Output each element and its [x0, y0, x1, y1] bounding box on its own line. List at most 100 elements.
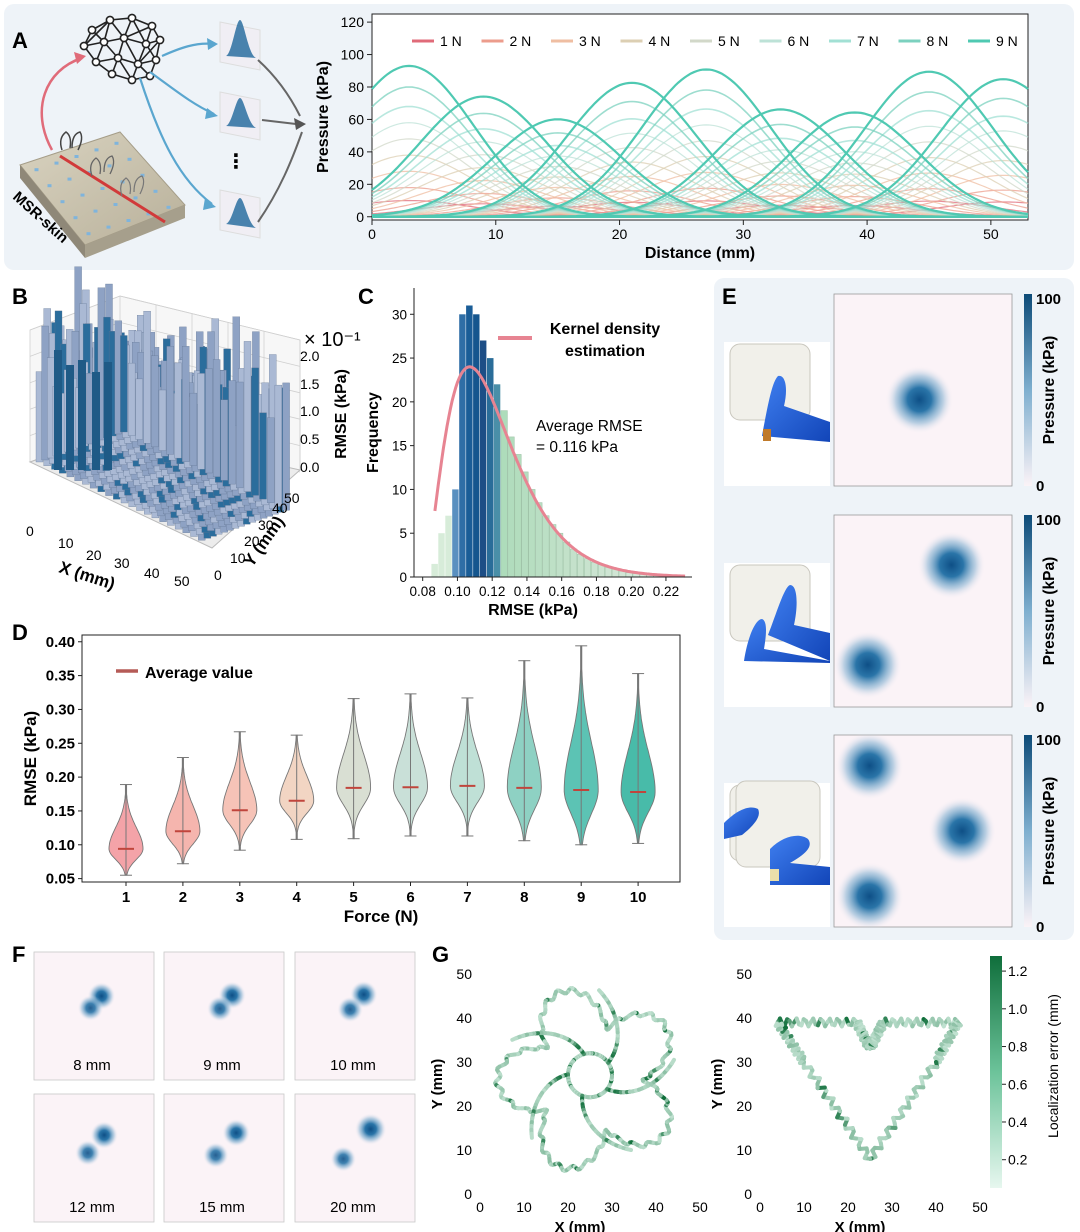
legend-label: 3 N: [579, 33, 601, 49]
panel-label-f: F: [12, 942, 25, 967]
x-tick-label: 40: [648, 1199, 664, 1215]
histogram-bar: [577, 553, 585, 578]
3d-bar: [259, 412, 267, 500]
histogram-bar: [493, 384, 501, 577]
histogram-bar: [590, 561, 598, 578]
separation-label: 15 mm: [199, 1199, 245, 1216]
x-axis-label: Distance (mm): [645, 245, 755, 262]
histogram-bar: [514, 454, 522, 578]
panel-a-illustration: MSR-skin ⋮: [9, 13, 306, 258]
glove-finger: [744, 619, 830, 663]
3d-bar: [197, 373, 205, 470]
y-tick-label: 40: [272, 500, 288, 516]
3d-bar: [158, 389, 167, 451]
x-tick-label: 40: [144, 565, 160, 581]
histogram-bar: [473, 314, 480, 577]
x-tick-label: 30: [114, 555, 130, 571]
histogram-bar: [480, 340, 487, 577]
legend-label: 1 N: [440, 33, 462, 49]
trajectory-segment: [625, 1147, 633, 1152]
flower-plot-axes: 0 10 20 30 40 50 0 10 20 30 40 50 X (mm) Y (mm): [429, 966, 708, 1232]
y-tick-label: 30: [456, 1054, 472, 1070]
resolution-map-5: 15 mm: [163, 1093, 285, 1223]
y-tick-label: 50: [456, 966, 472, 982]
x-tick-label: 9: [577, 889, 585, 906]
x-tick-label: 0.10: [444, 584, 470, 599]
x-tick-label: 30: [736, 226, 752, 242]
separation-label: 10 mm: [330, 1057, 376, 1074]
x-tick-label: 50: [174, 573, 190, 589]
x-tick-label: 7: [463, 889, 471, 906]
z-axis-label: RMSE (kPa): [333, 369, 350, 459]
y-tick-label: 0.20: [46, 769, 75, 786]
resolution-map-1: 8 mm: [33, 951, 155, 1081]
red-arrow: [40, 56, 83, 151]
pressure-spot: [833, 630, 902, 699]
y-tick-label: 100: [341, 47, 365, 63]
x-tick-label: 0.08: [410, 584, 436, 599]
x-tick-label: 3: [236, 889, 244, 906]
panel-f-resolution-maps: 8 mm 9 mm 10 mm 12 mm 15 mm 20 mm: [33, 951, 416, 1223]
colorbar: [1024, 515, 1032, 707]
pressure-spot: [77, 994, 104, 1021]
x-tick-label: 50: [983, 226, 999, 242]
histogram-bar: [431, 563, 438, 577]
colorbar-tick-label: 0.8: [1008, 1039, 1028, 1055]
histogram-bar: [535, 502, 543, 578]
connector: [770, 869, 779, 881]
x-tick-label: 10: [58, 535, 74, 551]
3d-bar: [66, 365, 74, 470]
3d-bar: [274, 384, 283, 507]
pressure-map-row-2: 100 0 Pressure (kPa): [724, 512, 1061, 716]
x-axis-label: RMSE (kPa): [488, 602, 578, 619]
separation-label: 8 mm: [73, 1057, 111, 1074]
pressure-spot: [330, 1145, 357, 1172]
legend-label: Average value: [145, 665, 253, 682]
colorbar-tick-label: 0.2: [1008, 1152, 1028, 1168]
3d-bar: [189, 392, 198, 466]
y-tick-label: 0.40: [46, 634, 75, 651]
colorbar-min-label: 0: [1036, 699, 1044, 716]
x-axis-label: Force (N): [344, 907, 419, 926]
histogram-bar: [438, 533, 445, 577]
violin-5: [336, 698, 372, 840]
3d-bar: [54, 350, 62, 470]
violin-3: [222, 731, 258, 851]
colorbar-min-label: 0: [1036, 919, 1044, 936]
3d-bar: [282, 382, 290, 511]
colorbar-max-label: 100: [1036, 291, 1061, 308]
panel-label-b: B: [12, 284, 28, 309]
resolution-map-6: 20 mm: [294, 1093, 416, 1223]
x-tick-label: 20: [612, 226, 628, 242]
glove-finger: [724, 807, 759, 839]
pressure-spot: [74, 1139, 101, 1166]
y-tick-label: 40: [736, 1010, 752, 1026]
panel-label-c: C: [358, 284, 374, 309]
y-axis-label: Pressure (kPa): [315, 61, 332, 173]
histogram-bar: [584, 558, 592, 578]
histogram-bar: [487, 358, 494, 577]
violin-1: [108, 784, 144, 876]
y-tick-label: 50: [284, 490, 300, 506]
x-tick-label: 10: [630, 889, 647, 906]
bird-plot-axes: 0 10 20 30 40 50 0 10 20 30 40 50 X (mm) Y (mm): [709, 966, 988, 1232]
legend-label: 5 N: [718, 33, 740, 49]
y-tick-label: 20: [456, 1098, 472, 1114]
x-tick-label: 6: [406, 889, 414, 906]
trajectory-segment: [773, 1021, 779, 1028]
y-tick-label: 60: [348, 111, 364, 127]
x-tick-label: 40: [859, 226, 875, 242]
resolution-map-4: 12 mm: [33, 1093, 155, 1223]
x-tick-label: 0: [26, 523, 34, 539]
series-lines: [371, 64, 1029, 218]
y-axis-label: RMSE (kPa): [21, 711, 40, 806]
z-tick-label: 0.0: [300, 459, 320, 475]
histogram-bar: [452, 489, 459, 577]
colorbar-tick-label: 0.6: [1008, 1076, 1028, 1092]
resolution-map-2: 9 mm: [163, 951, 285, 1081]
y-tick-label: 80: [348, 79, 364, 95]
pressure-spot: [354, 1113, 387, 1146]
x-tick-label: 10: [516, 1199, 532, 1215]
y-tick-label: 30: [392, 307, 407, 322]
